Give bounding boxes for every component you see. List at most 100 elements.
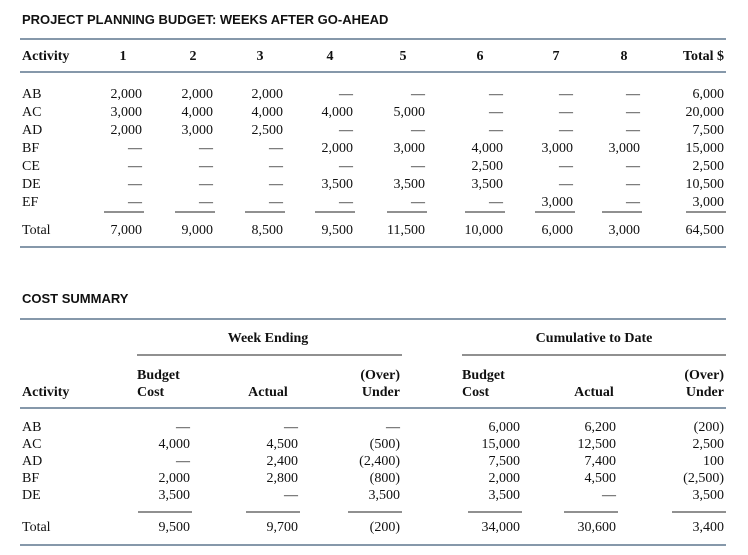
cell: — xyxy=(410,195,426,210)
column-header: Actual xyxy=(248,385,288,400)
cell: — xyxy=(283,488,299,503)
row-label: AB xyxy=(22,87,41,102)
total-cell: 9,000 xyxy=(182,223,214,238)
cell: — xyxy=(198,177,214,192)
cell: 2,000 xyxy=(159,471,191,486)
cell: — xyxy=(198,141,214,156)
cell: 2,500 xyxy=(693,159,725,174)
cell: 4,000 xyxy=(252,105,284,120)
cell: 15,000 xyxy=(482,437,521,452)
cell: — xyxy=(625,87,641,102)
cell: — xyxy=(488,105,504,120)
row-label: AB xyxy=(22,420,41,435)
cell: — xyxy=(625,123,641,138)
cell: 7,500 xyxy=(489,454,521,469)
cell: 4,000 xyxy=(182,105,214,120)
cell: — xyxy=(198,159,214,174)
column-header: Under xyxy=(362,385,400,400)
cell: — xyxy=(488,123,504,138)
cell: — xyxy=(338,87,354,102)
cell: 3,500 xyxy=(159,488,191,503)
cell: (200) xyxy=(694,420,725,435)
cell: 2,000 xyxy=(111,87,143,102)
cell: — xyxy=(198,195,214,210)
cell: — xyxy=(268,195,284,210)
column-header: Activity xyxy=(22,49,69,64)
column-header: 6 xyxy=(477,49,484,64)
column-header: 2 xyxy=(190,49,197,64)
cell: 100 xyxy=(703,454,724,469)
row-label: AD xyxy=(22,454,42,469)
cell: — xyxy=(268,159,284,174)
cell: 7,500 xyxy=(693,123,725,138)
column-header: 1 xyxy=(120,49,127,64)
column-header: Activity xyxy=(22,385,69,400)
cell: 20,000 xyxy=(686,105,725,120)
cell: — xyxy=(558,105,574,120)
cell: 2,800 xyxy=(267,471,299,486)
total-cell: 9,500 xyxy=(159,520,191,535)
cell: 2,000 xyxy=(489,471,521,486)
column-header: Budget xyxy=(137,368,180,383)
total-cell: 3,400 xyxy=(693,520,725,535)
cell: 4,000 xyxy=(322,105,354,120)
cell: — xyxy=(410,123,426,138)
cell: — xyxy=(558,87,574,102)
cell: — xyxy=(127,159,143,174)
row-label: AD xyxy=(22,123,42,138)
cell: (2,400) xyxy=(359,454,400,469)
cell: — xyxy=(488,87,504,102)
cell: — xyxy=(338,123,354,138)
column-header: Under xyxy=(686,385,724,400)
cell: 3,500 xyxy=(322,177,354,192)
column-header: (Over) xyxy=(360,368,400,383)
cell: — xyxy=(338,195,354,210)
cell: — xyxy=(625,159,641,174)
cell: — xyxy=(283,420,299,435)
cell: — xyxy=(127,195,143,210)
cell: — xyxy=(268,141,284,156)
total-cell: 9,500 xyxy=(322,223,354,238)
cell: 3,500 xyxy=(489,488,521,503)
cell: 2,000 xyxy=(252,87,284,102)
row-label: DE xyxy=(22,488,41,503)
cell: 4,000 xyxy=(159,437,191,452)
total-cell: 10,000 xyxy=(465,223,504,238)
column-header: Cost xyxy=(137,385,165,400)
cell: — xyxy=(558,159,574,174)
cell: (2,500) xyxy=(683,471,724,486)
cell: — xyxy=(127,141,143,156)
cell: — xyxy=(127,177,143,192)
column-header: (Over) xyxy=(684,368,724,383)
cell: 12,500 xyxy=(578,437,617,452)
column-header: Actual xyxy=(574,385,614,400)
cell: 3,500 xyxy=(472,177,504,192)
cell: 6,000 xyxy=(693,87,725,102)
cell: 2,000 xyxy=(182,87,214,102)
total-cell: 9,700 xyxy=(267,520,299,535)
cell: 7,400 xyxy=(585,454,617,469)
column-header: Total $ xyxy=(683,49,724,64)
cell: — xyxy=(558,177,574,192)
total-cell: (200) xyxy=(370,520,401,535)
total-cell: 7,000 xyxy=(111,223,143,238)
cell: 2,000 xyxy=(111,123,143,138)
cell: 3,000 xyxy=(182,123,214,138)
cell: 2,500 xyxy=(252,123,284,138)
cell: 10,500 xyxy=(686,177,725,192)
total-label: Total xyxy=(22,223,51,238)
row-label: CE xyxy=(22,159,40,174)
cell: 2,500 xyxy=(693,437,725,452)
cell: — xyxy=(410,87,426,102)
column-header: Budget xyxy=(462,368,505,383)
cell: 3,500 xyxy=(369,488,401,503)
cell: — xyxy=(488,195,504,210)
cell: — xyxy=(410,159,426,174)
cell: — xyxy=(625,177,641,192)
cell: 6,000 xyxy=(489,420,521,435)
cost-summary-title: COST SUMMARY xyxy=(22,291,129,306)
cell: — xyxy=(625,105,641,120)
row-label: DE xyxy=(22,177,41,192)
cell: 4,000 xyxy=(472,141,504,156)
cell: — xyxy=(338,159,354,174)
